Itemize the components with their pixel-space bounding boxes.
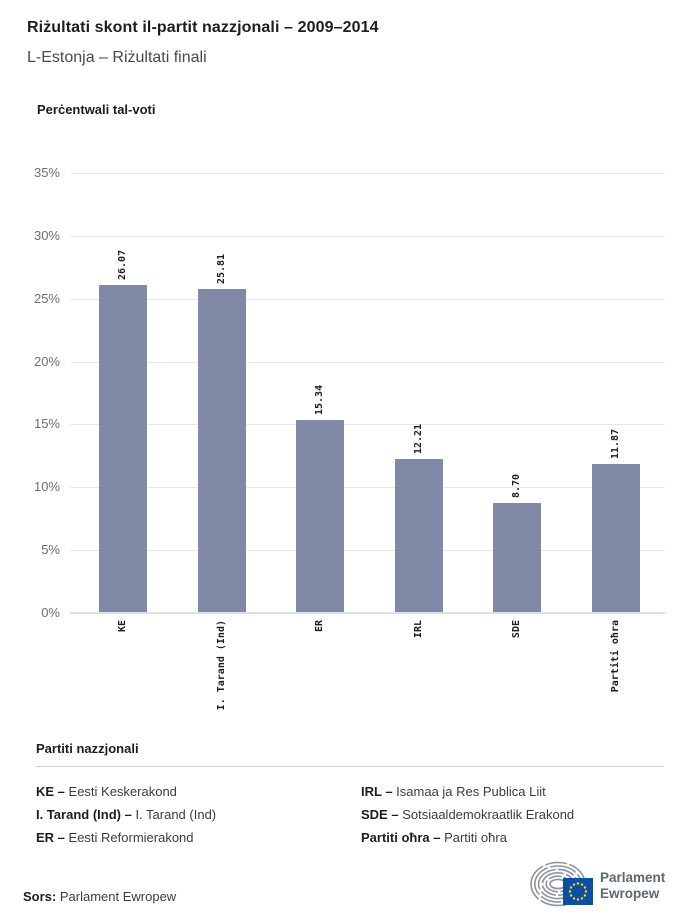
y-axis-tick-label: 20%: [33, 353, 60, 369]
gridline: [70, 298, 665, 300]
eu-flag-icon: [563, 878, 593, 905]
bar: [591, 463, 640, 613]
legend-description: Sotsiaaldemokraatlik Erakond: [398, 807, 575, 822]
ep-logo-line2: Ewropew: [600, 886, 660, 901]
x-axis-category-label: IRL: [412, 620, 424, 639]
legend-item: ER – Eesti Reformierakond: [36, 830, 194, 845]
ep-logo: Parlament Ewropew: [530, 860, 680, 908]
legend-item: IRL – Isamaa ja Res Publica Liit: [361, 784, 546, 799]
x-axis-category-label: Partiti oħra: [609, 620, 621, 693]
y-axis-tick-label: 35%: [33, 165, 60, 181]
bar: [394, 459, 443, 613]
y-axis-tick-label: 25%: [33, 290, 60, 306]
legend-item: SDE – Sotsiaaldemokraatlik Erakond: [361, 807, 574, 822]
legend-description: Partiti oħra: [440, 830, 507, 845]
legend-item: KE – Eesti Keskerakond: [36, 784, 177, 799]
gridline: [70, 173, 665, 175]
legend-term: IRL –: [361, 784, 393, 799]
ep-hemicycle-icon: [530, 861, 593, 907]
legend-item: Partiti oħra – Partiti oħra: [361, 830, 507, 845]
bar: [493, 503, 542, 613]
y-axis-tick-label: 15%: [33, 416, 60, 432]
legend-description: Eesti Reformierakond: [64, 830, 194, 845]
legend-item: I. Tarand (Ind) – I. Tarand (Ind): [36, 807, 216, 822]
source-value: Parlament Ewropew: [59, 889, 177, 904]
source-label: Sors:: [23, 889, 57, 904]
ep-logo-text: Parlament Ewropew: [600, 870, 665, 902]
y-axis-tick-label: 0%: [41, 604, 60, 620]
ep-logo-line1: Parlament: [600, 870, 666, 885]
bar-value-label: 25.81: [215, 253, 227, 284]
plot-area: 0% 5% 10% 15% 20% 25% 30% 35% 26.07 KE 25.81 I. Tar…: [33, 165, 665, 711]
y-axis-tick-label: 30%: [33, 228, 60, 243]
y-axis-tick-label: 5%: [41, 541, 60, 557]
bar: [99, 285, 148, 613]
legend-term: ER –: [36, 830, 65, 845]
legend-title: Partiti nazzjonali: [36, 741, 139, 756]
bar-value-label: 8.70: [511, 474, 523, 499]
legend-term: Partiti oħra –: [361, 830, 441, 845]
legend-description: Eesti Keskerakond: [64, 784, 177, 799]
bar-value-label: 26.07: [117, 250, 129, 281]
eu-flag-stars: [568, 882, 588, 901]
bar-value-label: 11.87: [609, 428, 621, 459]
gridline: [70, 424, 665, 426]
legend-term: KE –: [36, 784, 65, 799]
legend-description: I. Tarand (Ind): [131, 807, 217, 822]
legend-term: I. Tarand (Ind) –: [36, 807, 132, 822]
gridline: [70, 549, 665, 551]
bar: [296, 419, 345, 613]
y-axis-title: Perċentwali tal-voti: [37, 102, 156, 117]
x-axis-category-label: SDE: [511, 620, 523, 639]
x-axis-line: [70, 611, 665, 614]
bar: [197, 288, 246, 613]
x-axis-category-label: ER: [314, 620, 326, 633]
gridline: [70, 236, 665, 237]
gridline: [70, 487, 665, 488]
source-note: Sors: Parlament Ewropew: [23, 889, 176, 904]
bar-value-label: 12.21: [412, 424, 424, 455]
page-title: Riżultati skont il-partit nazzjonali – 2…: [27, 19, 379, 36]
y-axis-tick-label: 10%: [33, 479, 60, 494]
x-axis-category-label: I. Tarand (Ind): [215, 620, 227, 711]
x-axis-category-label: KE: [117, 620, 129, 633]
legend-divider: [36, 766, 664, 767]
page-subtitle: L-Estonja – Riżultati finali: [27, 49, 207, 66]
legend-description: Isamaa ja Res Publica Liit: [392, 784, 546, 799]
gridline: [70, 361, 665, 363]
legend-term: SDE –: [361, 807, 399, 822]
bar-value-label: 15.34: [314, 384, 326, 415]
